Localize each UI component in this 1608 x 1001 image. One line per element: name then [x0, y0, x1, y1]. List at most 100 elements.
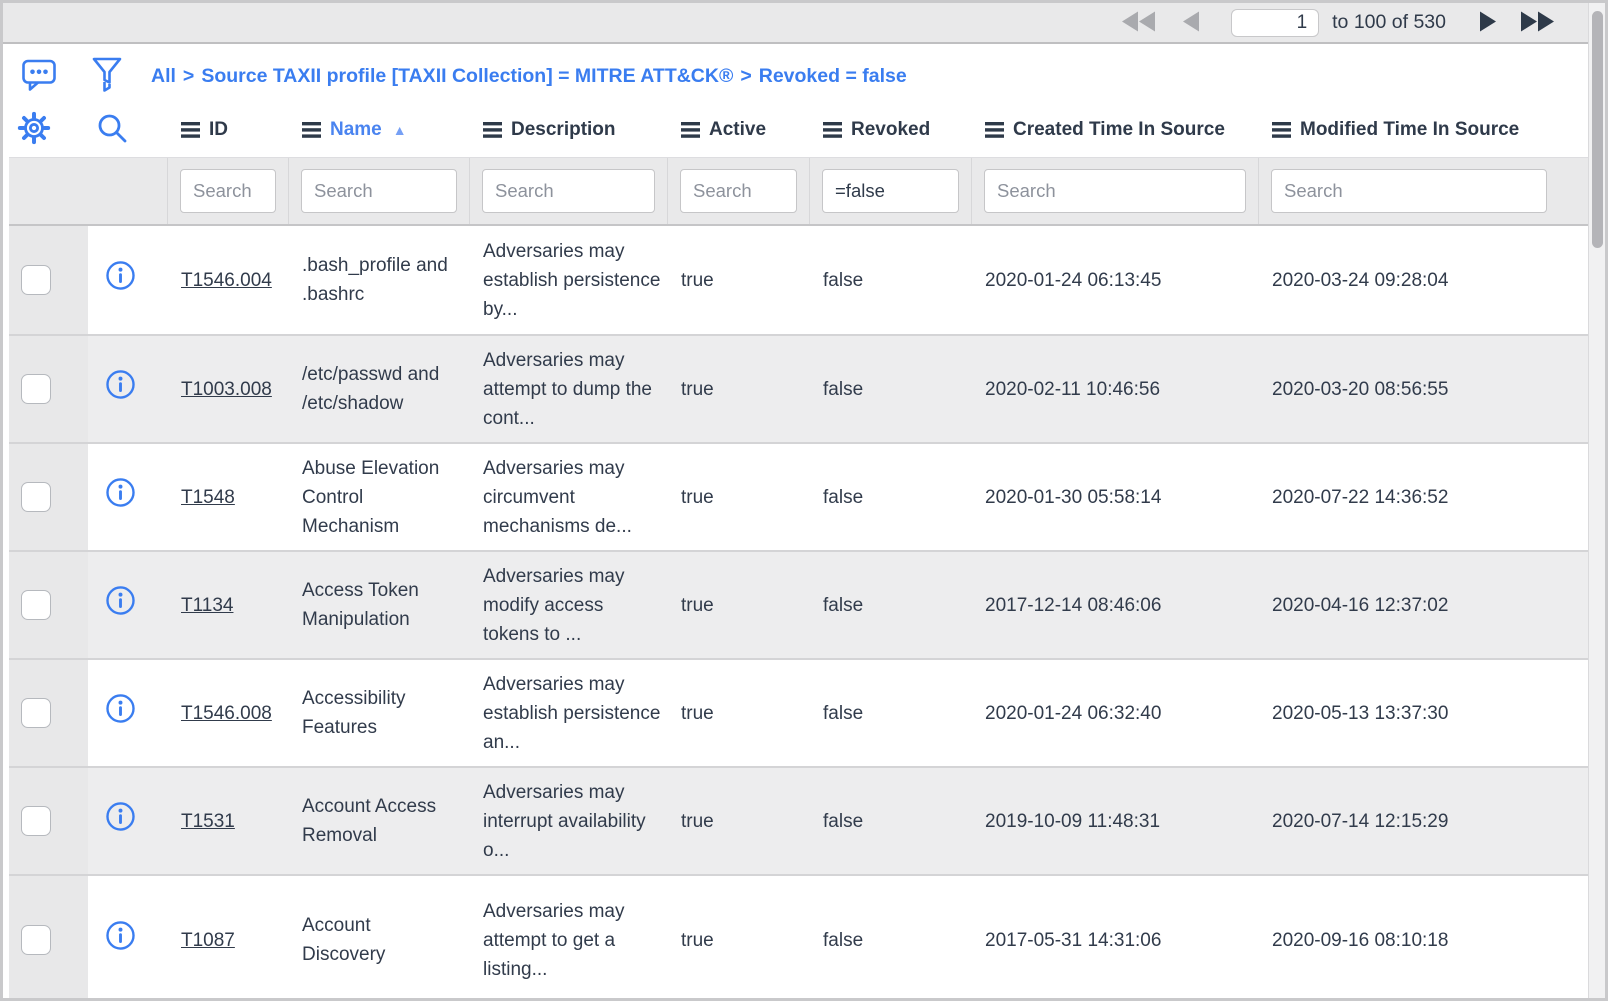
record-description: Adversaries may establish persistence by… — [483, 240, 661, 320]
filter-bar: All > Source TAXII profile [TAXII Collecti… — [9, 44, 1588, 108]
next-page-button[interactable] — [1478, 11, 1499, 35]
modified-search-input[interactable] — [1271, 169, 1547, 213]
record-active: true — [681, 702, 714, 724]
record-id-link[interactable]: T1546.004 — [181, 269, 272, 291]
info-icon[interactable] — [105, 369, 136, 409]
record-modified-time: 2020-03-20 08:56:55 — [1272, 378, 1449, 400]
created-search-input[interactable] — [984, 169, 1246, 213]
info-icon[interactable] — [105, 477, 136, 517]
breadcrumb-separator: > — [182, 64, 195, 87]
record-description: Adversaries may establish persistence an… — [483, 673, 661, 753]
breadcrumb-link-revoked[interactable]: Revoked = false — [758, 64, 907, 87]
personalize-list-button[interactable] — [17, 111, 51, 148]
record-active: true — [681, 929, 714, 951]
row-checkbox[interactable] — [21, 925, 51, 955]
info-icon[interactable] — [105, 693, 136, 733]
column-search-row — [9, 157, 1588, 226]
row-checkbox[interactable] — [21, 698, 51, 728]
first-page-button[interactable] — [1118, 11, 1156, 35]
breadcrumb-link-source-taxii[interactable]: Source TAXII profile [TAXII Collection] … — [201, 64, 734, 87]
list-search-button[interactable] — [96, 112, 128, 147]
column-header-name[interactable]: Name ▲ — [289, 119, 470, 141]
collaboration-chat-button[interactable] — [21, 57, 57, 96]
column-header-revoked[interactable]: Revoked — [810, 119, 972, 141]
column-header-row: ID Name ▲ Description Active Revoked — [9, 108, 1588, 157]
record-id-link[interactable]: T1548 — [181, 486, 235, 508]
page-number-input[interactable] — [1231, 8, 1320, 37]
table-row: T1548 Abuse Elevation Control Mechanism … — [9, 442, 1588, 550]
record-id-link[interactable]: T1087 — [181, 929, 235, 951]
column-menu-icon[interactable] — [823, 121, 842, 138]
record-modified-time: 2020-09-16 08:10:18 — [1272, 929, 1449, 951]
record-description: Adversaries may attempt to dump the cont… — [483, 349, 652, 429]
record-modified-time: 2020-04-16 12:37:02 — [1272, 594, 1449, 616]
table-row: T1003.008 /etc/passwd and /etc/shadow Ad… — [9, 334, 1588, 442]
filter-button[interactable] — [91, 56, 123, 97]
record-created-time: 2020-01-24 06:32:40 — [985, 702, 1162, 724]
left-arrow-icon — [1180, 11, 1201, 35]
column-menu-icon[interactable] — [681, 121, 700, 138]
column-menu-icon[interactable] — [483, 121, 502, 138]
column-menu-icon[interactable] — [1272, 121, 1291, 138]
column-header-description[interactable]: Description — [470, 119, 668, 141]
info-icon[interactable] — [105, 801, 136, 841]
row-checkbox[interactable] — [21, 482, 51, 512]
info-icon[interactable] — [105, 260, 136, 300]
breadcrumb: All > Source TAXII profile [TAXII Collecti… — [151, 65, 907, 88]
record-created-time: 2020-01-30 05:58:14 — [985, 486, 1162, 508]
record-modified-time: 2020-03-24 09:28:04 — [1272, 269, 1449, 291]
row-checkbox[interactable] — [21, 590, 51, 620]
previous-page-button[interactable] — [1180, 11, 1201, 35]
record-id-link[interactable]: T1134 — [181, 594, 234, 616]
last-page-button[interactable] — [1520, 11, 1558, 35]
records-table-body: T1546.004 .bash_profile and .bashrc Adve… — [9, 226, 1588, 998]
record-name: .bash_profile and .bashrc — [302, 255, 448, 305]
column-header-active[interactable]: Active — [668, 119, 810, 141]
column-header-id[interactable]: ID — [168, 119, 289, 141]
column-header-modified[interactable]: Modified Time In Source — [1259, 119, 1588, 141]
record-created-time: 2020-02-11 10:46:56 — [985, 378, 1161, 400]
record-active: true — [681, 378, 714, 400]
double-right-arrow-icon — [1520, 11, 1558, 35]
record-name: Accessibility Features — [302, 688, 406, 738]
record-revoked: false — [823, 378, 864, 400]
id-search-input[interactable] — [180, 169, 276, 213]
record-id-link[interactable]: T1546.008 — [181, 702, 272, 724]
table-row: T1546.004 .bash_profile and .bashrc Adve… — [9, 226, 1588, 334]
column-header-created[interactable]: Created Time In Source — [972, 119, 1259, 141]
record-name: Account Access Removal — [302, 796, 437, 846]
table-row: T1087 Account Discovery Adversaries may … — [9, 874, 1588, 998]
record-description: Adversaries may interrupt availability o… — [483, 781, 646, 861]
record-id-link[interactable]: T1531 — [181, 810, 235, 832]
record-revoked: false — [823, 269, 864, 291]
scrollbar-thumb[interactable] — [1592, 11, 1603, 248]
column-menu-icon[interactable] — [985, 121, 1004, 138]
row-checkbox[interactable] — [21, 806, 51, 836]
record-created-time: 2017-12-14 08:46:06 — [985, 594, 1162, 616]
row-checkbox[interactable] — [21, 265, 51, 295]
record-created-time: 2017-05-31 14:31:06 — [985, 929, 1162, 951]
records-list: All > Source TAXII profile [TAXII Collecti… — [3, 44, 1588, 998]
info-icon[interactable] — [105, 585, 136, 625]
revoked-search-input[interactable] — [822, 169, 959, 213]
breadcrumb-link-all[interactable]: All — [151, 64, 176, 87]
description-search-input[interactable] — [482, 169, 655, 213]
chat-bubble-icon — [21, 57, 57, 96]
row-range-label: to 100 of 530 — [1332, 11, 1446, 33]
record-modified-time: 2020-05-13 13:37:30 — [1272, 702, 1449, 724]
name-search-input[interactable] — [301, 169, 457, 213]
double-left-arrow-icon — [1118, 11, 1156, 35]
record-id-link[interactable]: T1003.008 — [181, 378, 272, 400]
record-revoked: false — [823, 810, 864, 832]
vertical-scrollbar[interactable] — [1588, 3, 1605, 998]
row-checkbox[interactable] — [21, 374, 51, 404]
record-revoked: false — [823, 594, 864, 616]
search-icon — [96, 112, 128, 147]
column-menu-icon[interactable] — [181, 121, 200, 138]
column-menu-icon[interactable] — [302, 121, 321, 138]
active-search-input[interactable] — [680, 169, 797, 213]
info-icon[interactable] — [105, 920, 136, 960]
table-row: T1134 Access Token Manipulation Adversar… — [9, 550, 1588, 658]
record-revoked: false — [823, 486, 864, 508]
